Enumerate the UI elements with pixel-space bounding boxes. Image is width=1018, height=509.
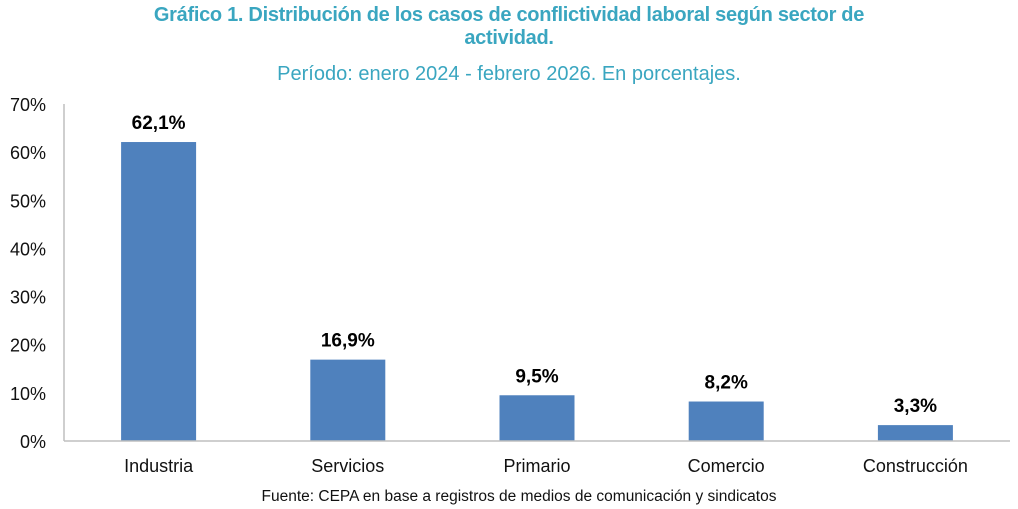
x-tick-label: Construcción [863, 456, 968, 476]
chart-title-line1: Gráfico 1. Distribución de los casos de … [153, 4, 865, 26]
x-tick-label: Servicios [311, 456, 384, 476]
chart-subtitle: Período: enero 2024 - febrero 2026. En p… [277, 63, 741, 85]
y-tick-label: 30% [10, 288, 46, 308]
data-label: 8,2% [705, 373, 748, 394]
x-tick-label: Industria [124, 456, 194, 476]
y-tick-label: 20% [10, 336, 46, 356]
chart-title-line2: actividad. [464, 27, 554, 49]
y-tick-label: 40% [10, 239, 46, 259]
y-tick-label: 50% [10, 191, 46, 211]
bar-comercio [688, 401, 764, 441]
y-tick-label: 60% [10, 143, 46, 163]
chart-source: Fuente: CEPA en base a registros de medi… [261, 488, 777, 505]
bar-construcción [877, 425, 953, 441]
chart-title: Gráfico 1. Distribución de los casos de … [0, 4, 1018, 50]
y-tick-label: 10% [10, 384, 46, 404]
data-label: 9,5% [515, 366, 558, 387]
y-tick-label: 70% [10, 95, 46, 115]
bar-primario [499, 395, 575, 441]
data-label: 62,1% [132, 113, 186, 134]
data-label: 3,3% [894, 396, 937, 417]
x-tick-label: Comercio [688, 456, 765, 476]
y-tick-label: 0% [20, 432, 46, 452]
x-tick-label: Primario [503, 456, 570, 476]
data-label: 16,9% [321, 331, 375, 352]
bar-industria [121, 142, 197, 442]
bar-servicios [310, 359, 386, 441]
